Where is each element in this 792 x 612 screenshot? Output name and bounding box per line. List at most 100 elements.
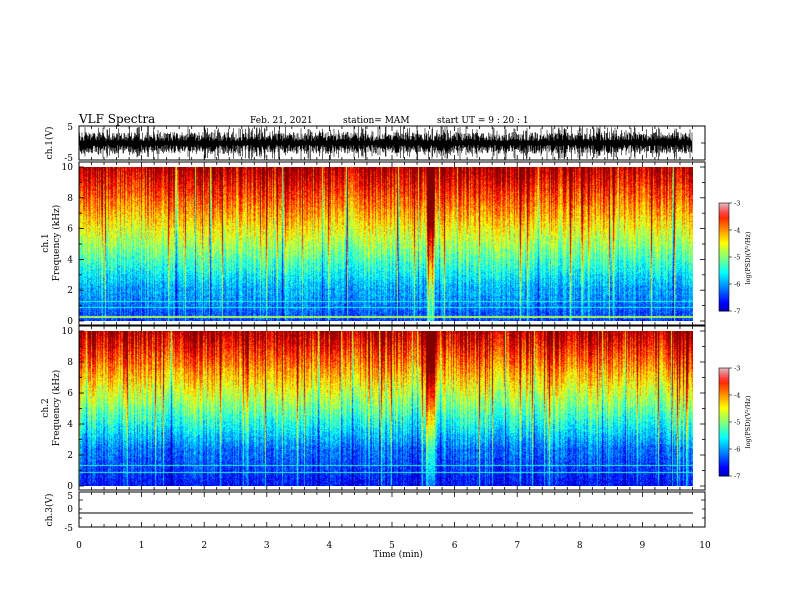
colorbar-tick-label: -5: [734, 419, 740, 427]
colorbar-tick-label: -4: [734, 227, 740, 235]
colorbar-tick-label: -7: [734, 308, 740, 316]
figure-station: station= MAM: [343, 116, 410, 126]
ch3-waveform-panel: 5 0 -5 ch.3(V): [44, 491, 706, 534]
colorbar-segment: [719, 208, 729, 211]
colorbar-segment: [719, 434, 729, 437]
colorbar-segment: [719, 452, 729, 455]
colorbar-segment: [719, 242, 729, 245]
colorbar-segment: [719, 309, 729, 312]
x-tick-label: 4: [327, 541, 333, 551]
colorbar-segment: [719, 285, 729, 289]
colorbar-tick-label: -3: [734, 365, 740, 373]
colorbar-segment: [719, 289, 729, 292]
colorbar-segment: [719, 418, 729, 421]
ch2-spectrogram-ylabel: Frequency (kHz): [51, 370, 62, 447]
colorbar-segment: [719, 206, 729, 209]
colorbar-tick-label: -3: [734, 200, 740, 208]
colorbar-segment: [719, 413, 729, 416]
x-tick-label: 3: [264, 541, 270, 551]
colorbar-segment: [719, 221, 729, 224]
colorbar-segment: [719, 213, 729, 217]
colorbar-segment: [719, 386, 729, 389]
colorbar-segment: [719, 467, 729, 470]
figure-date: Feb. 21, 2021: [250, 116, 313, 126]
colorbar-segment: [719, 273, 729, 276]
x-tick-label: 7: [514, 541, 520, 551]
colorbar-segment: [719, 404, 729, 407]
colorbar-tick-label: -4: [734, 392, 740, 400]
spectrogram-ytick-label: 2: [67, 286, 73, 296]
colorbar-segment: [719, 246, 729, 249]
colorbar-segment: [719, 463, 729, 466]
x-tick-label: 1: [139, 541, 145, 551]
ch2-spectrogram-channel-label: ch.2: [41, 398, 51, 417]
ch1-spectrogram-ytick-labels: 0 2 4 6 8 10: [62, 163, 74, 327]
ch2-spectrogram-ytick-labels: 0 2 4 6 8 10: [62, 327, 74, 492]
colorbar-segment: [719, 427, 729, 430]
colorbar-segment: [719, 239, 729, 242]
colorbar-segment: [719, 248, 729, 251]
colorbar-segment: [719, 291, 729, 294]
colorbar-segment: [719, 307, 729, 310]
colorbar-segment: [719, 217, 729, 220]
colorbar-segment: [719, 237, 729, 240]
ch3-ytick-bottom: -5: [64, 524, 73, 534]
colorbar-segment: [719, 429, 729, 432]
colorbar-segment: [719, 387, 729, 391]
ch1-colorbar-label: log(PSD)(V²/Hz): [744, 231, 752, 284]
colorbar-segment: [719, 423, 729, 427]
ch1-spectrogram-ylabel: Frequency (kHz): [51, 205, 62, 282]
colorbar-segment: [719, 212, 729, 215]
colorbar-segment: [719, 369, 729, 373]
ch3-waveform-ticks: [78, 492, 706, 527]
colorbar-segment: [719, 260, 729, 263]
colorbar-segment: [719, 459, 729, 463]
colorbar-segment: [719, 276, 729, 280]
spectrogram-ytick-label: 10: [62, 327, 74, 337]
ch2-spectrogram-canvas-wrap: [79, 331, 693, 486]
colorbar-segment: [719, 228, 729, 231]
colorbar-segment: [719, 389, 729, 392]
ch1-spectrogram-channel-label: ch.1: [41, 233, 51, 252]
colorbar-segment: [719, 210, 729, 213]
colorbar-segment: [719, 416, 729, 419]
colorbar-segment: [719, 461, 729, 464]
spectrogram-ytick-label: 2: [67, 451, 73, 461]
colorbar-segment: [719, 391, 729, 394]
colorbar-segment: [719, 219, 729, 222]
colorbar-segment: [719, 303, 729, 307]
colorbar-segment: [719, 425, 729, 428]
ch1-spectrogram-ticks: [78, 162, 706, 325]
colorbar-segment: [719, 472, 729, 475]
x-axis-tick-labels: 0 1 2 3 4 5 6 7 8 9 10: [76, 541, 711, 551]
x-tick-label: 10: [699, 541, 711, 551]
x-tick-label: 5: [389, 541, 395, 551]
colorbar-segment: [719, 458, 729, 461]
x-tick-label: 2: [201, 541, 207, 551]
colorbar-segment: [719, 400, 729, 403]
colorbar-segment: [719, 447, 729, 450]
colorbar-segment: [719, 443, 729, 446]
spectrogram-ytick-label: 0: [67, 317, 73, 327]
colorbar-segment: [719, 420, 729, 423]
colorbar-segment: [719, 393, 729, 396]
colorbar-segment: [719, 409, 729, 412]
colorbar-segment: [719, 432, 729, 436]
colorbar-tick-label: -6: [734, 446, 740, 454]
ch2-spectrogram-canvas: [79, 331, 693, 486]
ch3-ytick-top: 5: [67, 492, 73, 502]
ch1-ytick-bottom: -5: [64, 154, 73, 164]
figure-start-time: start UT = 9 : 20 : 1: [437, 116, 529, 126]
spectrogram-ytick-label: 10: [62, 163, 74, 173]
colorbar-segment: [719, 440, 729, 443]
ch1-waveform-ticks: [78, 126, 706, 160]
colorbar-segment: [719, 398, 729, 401]
colorbar-segment: [719, 441, 729, 445]
ch3-ytick-mid: 0: [67, 505, 73, 515]
colorbar-segment: [719, 233, 729, 236]
colorbar-tick-label: -5: [734, 254, 740, 262]
colorbar-segment: [719, 294, 729, 298]
colorbar-segment: [719, 284, 729, 287]
colorbar-segment: [719, 468, 729, 472]
